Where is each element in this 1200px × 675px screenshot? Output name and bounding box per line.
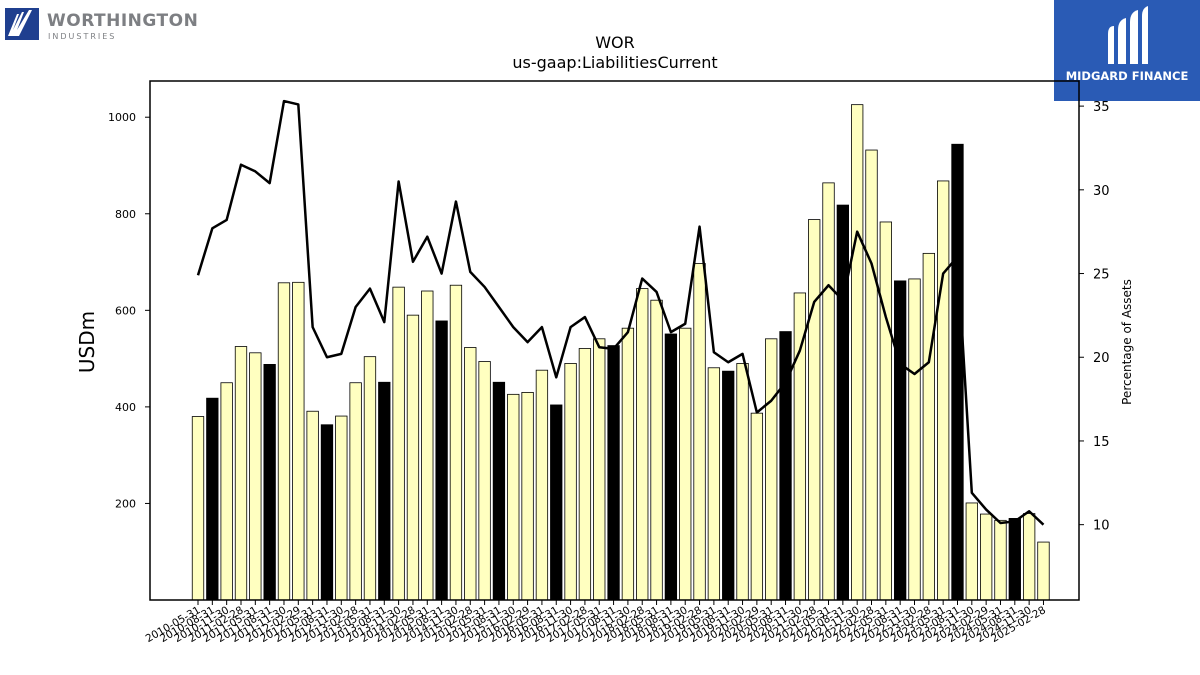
worthington-logo: WORTHINGTON INDUSTRIES	[5, 8, 199, 44]
bar	[464, 347, 477, 601]
bar	[378, 381, 391, 601]
y2-tick-label: 35	[1093, 100, 1110, 115]
y2-tick-label: 25	[1093, 268, 1110, 283]
bar	[750, 412, 764, 601]
bar	[736, 363, 749, 601]
midgard-brand-name: MIDGARD FINANCE	[1065, 69, 1189, 83]
bar	[1037, 541, 1050, 601]
bar	[249, 352, 262, 601]
bar	[320, 424, 334, 601]
bar	[220, 382, 233, 601]
bar	[636, 288, 649, 601]
bar	[693, 263, 706, 601]
y-axis: 200 400 600 800 1000	[108, 111, 150, 510]
bar	[435, 320, 448, 601]
y-axis-label: USDm	[75, 311, 99, 373]
bar	[707, 367, 721, 601]
worthington-sub: INDUSTRIES	[48, 32, 117, 41]
bar	[865, 149, 878, 601]
bar	[650, 299, 663, 601]
y2-tick-label: 20	[1093, 351, 1110, 366]
y2-tick-label: 10	[1093, 519, 1110, 534]
plot-frame	[149, 80, 1080, 601]
bar	[879, 221, 892, 601]
bar	[894, 280, 907, 601]
bar	[851, 104, 864, 601]
bar	[335, 415, 348, 601]
bar	[578, 348, 592, 601]
line-group	[196, 99, 1045, 526]
bar	[937, 180, 950, 601]
bar	[349, 382, 362, 601]
y2-axis-label: Percentage of Assets	[1120, 279, 1134, 405]
worthington-name: WORTHINGTON	[47, 11, 199, 31]
bar	[277, 282, 291, 601]
bar	[593, 338, 606, 601]
y-tick-label: 1000	[108, 111, 136, 124]
bar	[392, 286, 405, 601]
bar	[449, 284, 463, 601]
chart-title: WOR	[595, 33, 635, 52]
bar	[808, 219, 821, 601]
bar	[1022, 513, 1036, 601]
bar	[679, 327, 692, 601]
x-axis: 2010-05-312010-08-312010-11-302011-02-28…	[144, 600, 1048, 645]
bar	[564, 363, 577, 601]
y-tick-label: 200	[115, 497, 136, 510]
bar	[922, 252, 935, 601]
percentage-line	[196, 99, 1045, 526]
midgard-mark-icon	[1108, 6, 1148, 64]
bar	[292, 281, 305, 601]
bar	[908, 278, 921, 601]
chart-subtitle: us-gaap:LiabilitiesCurrent	[512, 53, 717, 72]
y-tick-label: 400	[115, 401, 136, 414]
bar	[306, 410, 319, 601]
bar	[836, 204, 849, 601]
bar	[550, 404, 563, 601]
bar	[994, 519, 1007, 601]
y-tick-label: 800	[115, 208, 136, 221]
y2-tick-label: 30	[1093, 184, 1110, 199]
bar	[535, 369, 549, 601]
bar	[765, 338, 778, 601]
bar	[191, 416, 205, 601]
bar	[951, 143, 964, 601]
worthington-mark-icon	[5, 8, 39, 40]
bar	[664, 333, 678, 601]
bar	[1008, 518, 1021, 601]
y2-tick-label: 15	[1093, 435, 1110, 450]
bar	[980, 513, 993, 601]
bar	[478, 361, 491, 601]
y-tick-label: 600	[115, 304, 136, 317]
bar	[363, 356, 377, 601]
bar	[621, 327, 635, 601]
bars-group	[191, 104, 1050, 601]
bar	[206, 397, 219, 601]
bar	[507, 393, 520, 601]
bar	[965, 502, 978, 601]
bar	[406, 314, 420, 601]
bar	[234, 346, 248, 601]
bar	[521, 391, 534, 601]
bar	[421, 290, 434, 601]
bar	[492, 381, 506, 601]
bar	[263, 363, 276, 601]
bar	[822, 182, 835, 601]
bar	[607, 345, 620, 601]
y2-axis: 10 15 20 25 30 35	[1079, 100, 1110, 534]
bar	[722, 370, 735, 601]
